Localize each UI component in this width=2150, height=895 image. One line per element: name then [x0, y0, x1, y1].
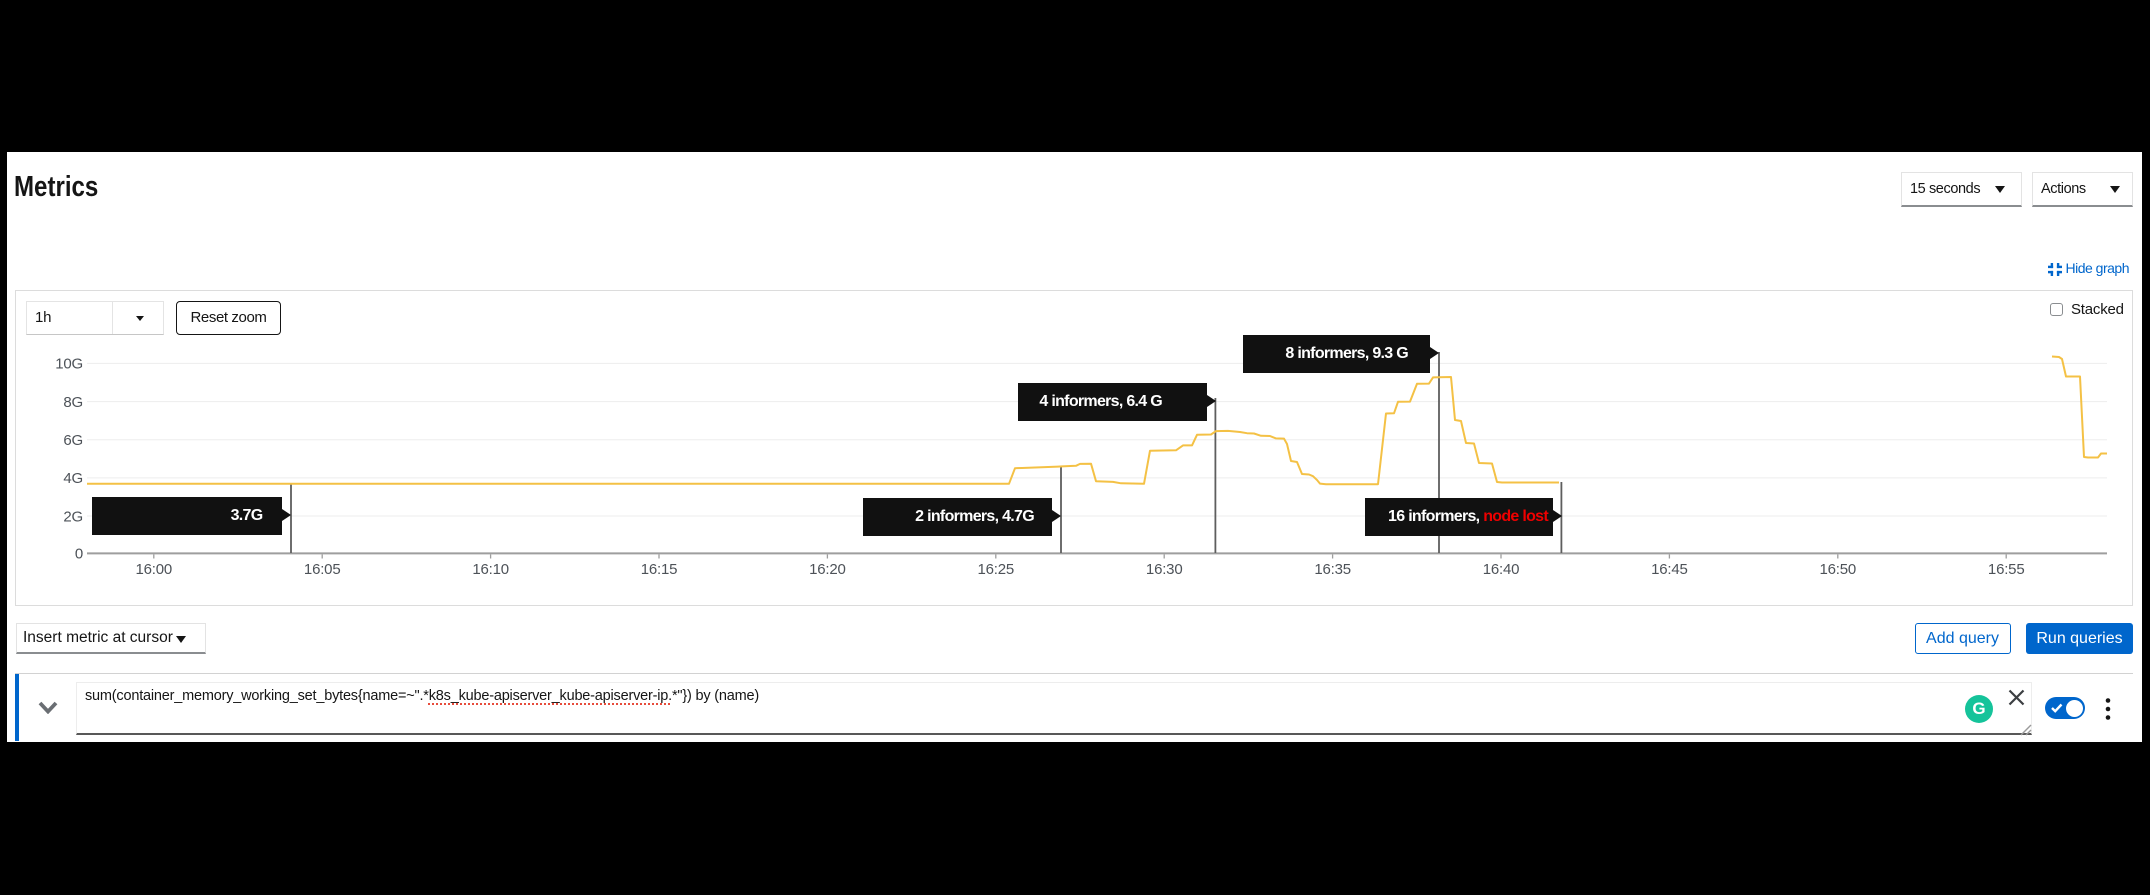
svg-text:8G: 8G	[63, 394, 83, 411]
svg-text:0: 0	[75, 546, 83, 563]
svg-text:16:30: 16:30	[1146, 561, 1183, 578]
svg-text:4G: 4G	[63, 470, 83, 487]
svg-text:16:50: 16:50	[1820, 561, 1857, 578]
svg-text:2G: 2G	[63, 508, 83, 525]
svg-text:16:25: 16:25	[978, 561, 1015, 578]
svg-text:16:40: 16:40	[1483, 561, 1520, 578]
svg-text:16:15: 16:15	[641, 561, 678, 578]
svg-text:10G: 10G	[55, 356, 83, 373]
svg-text:16:05: 16:05	[304, 561, 341, 578]
svg-text:16:55: 16:55	[1988, 561, 2025, 578]
svg-text:16:35: 16:35	[1314, 561, 1351, 578]
svg-text:16:45: 16:45	[1651, 561, 1688, 578]
svg-text:16:10: 16:10	[472, 561, 509, 578]
svg-text:16:00: 16:00	[136, 561, 173, 578]
svg-text:16:20: 16:20	[809, 561, 846, 578]
svg-text:6G: 6G	[63, 432, 83, 449]
